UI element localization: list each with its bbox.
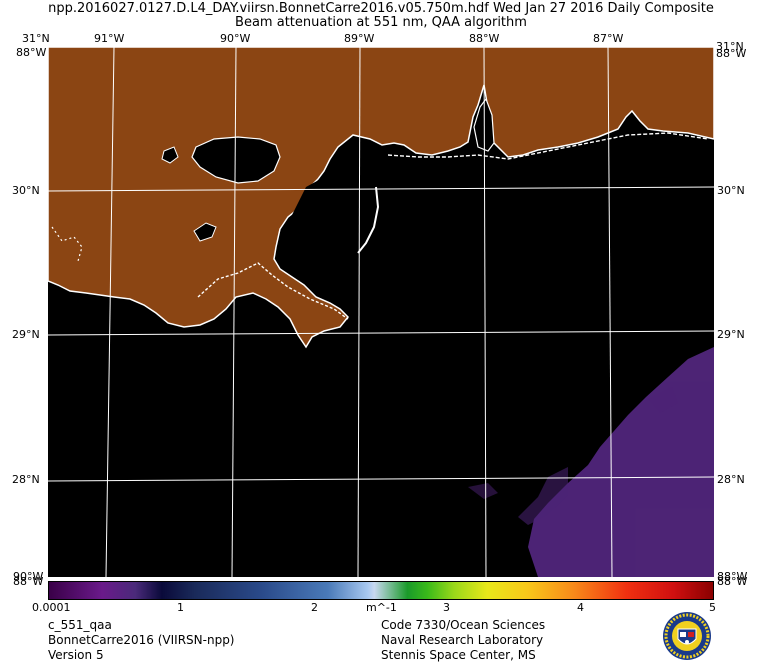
chandeleur-islands — [357, 186, 380, 254]
colorbar-tick-5: 5 — [709, 601, 716, 614]
map-title: npp.2016027.0127.D.L4_DAY.viirsn.BonnetC… — [48, 1, 714, 16]
lake-maurepas — [161, 146, 179, 164]
top-label-91w: 91°W — [94, 32, 125, 45]
colorbar-tick-0: 0.0001 — [32, 601, 71, 614]
left-label-28n: 28°N — [12, 473, 40, 486]
graticule — [48, 47, 714, 577]
lake-salvador — [193, 222, 217, 242]
bottom-left-label: 90°W — [13, 570, 44, 583]
top-label-overlap-left: 88°W — [16, 46, 47, 59]
nrl-seal-icon — [662, 611, 712, 661]
top-label-88w: 88°W — [469, 32, 500, 45]
top-label-87w: 87°W — [593, 32, 624, 45]
colorbar — [48, 581, 714, 600]
footer-left-line-3: Version 5 — [48, 648, 104, 662]
bottom-right-label: 88°W — [717, 570, 748, 583]
west-marsh-fringe — [51, 226, 83, 262]
left-label-29n: 29°N — [12, 328, 40, 341]
top-label-31n-left: 31°N — [22, 32, 50, 45]
footer-left-line-1: c_551_qaa — [48, 618, 112, 632]
colorbar-tick-1: 1 — [177, 601, 184, 614]
miss-sound-fringe — [387, 132, 709, 160]
map-panel — [48, 47, 714, 577]
colorbar-unit: m^-1 — [366, 601, 397, 614]
colorbar-tick-2: 2 — [311, 601, 318, 614]
left-label-30n: 30°N — [12, 184, 40, 197]
footer-right-line-3: Stennis Space Center, MS — [381, 648, 536, 662]
footer-right-line-2: Naval Research Laboratory — [381, 633, 544, 647]
footer-right-line-1: Code 7330/Ocean Sciences — [381, 618, 546, 632]
footer-left-line-2: BonnetCarre2016 (VIIRSN-npp) — [48, 633, 235, 647]
low-attenuation-patch — [468, 347, 714, 577]
colorbar-tick-4: 4 — [577, 601, 584, 614]
top-label-89w: 89°W — [344, 32, 375, 45]
map-subtitle: Beam attenuation at 551 nm, QAA algorith… — [235, 15, 527, 30]
right-label-28n: 28°N — [717, 473, 745, 486]
right-label-29n: 29°N — [717, 328, 745, 341]
right-label-30n: 30°N — [717, 184, 745, 197]
marsh-fringe — [197, 262, 349, 320]
bottom-right-label-overlap: 88°W — [717, 575, 748, 588]
top-label-90w: 90°W — [220, 32, 251, 45]
bottom-left-label-overlap: 88°W — [13, 575, 44, 588]
chandeleur-sound-edge — [286, 155, 388, 247]
colorbar-tick-3: 3 — [443, 601, 450, 614]
top-label-overlap-right: 88°W — [716, 47, 747, 60]
land-area — [48, 47, 714, 349]
lake-pontchartrain — [191, 136, 281, 184]
top-label-31n-right: 31°N — [716, 40, 744, 53]
